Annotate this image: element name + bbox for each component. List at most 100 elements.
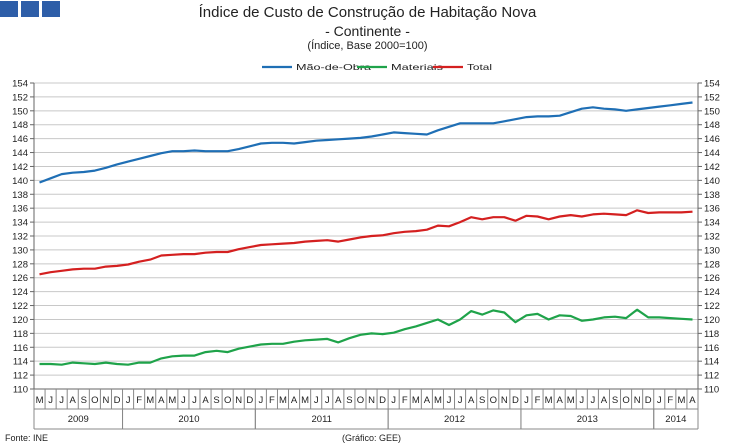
y-tick-label: 150 — [12, 106, 28, 117]
x-tick-label: A — [291, 395, 298, 406]
y-tick-label: 110 — [13, 385, 28, 396]
logo-block — [0, 1, 18, 17]
x-tick-label: F — [269, 395, 275, 406]
y-tick-label: 130 — [12, 245, 28, 256]
y-tick-label-right: 114 — [704, 357, 719, 368]
year-label: 2009 — [68, 414, 89, 425]
y-tick-label: 112 — [13, 371, 28, 382]
y-tick-label: 138 — [12, 190, 28, 201]
year-label: 2014 — [665, 414, 686, 425]
y-tick-label-right: 140 — [704, 176, 720, 187]
y-tick-label-right: 128 — [704, 259, 720, 270]
x-tick-label: A — [424, 395, 431, 406]
x-tick-label: M — [146, 395, 154, 406]
y-tick-label-right: 148 — [704, 120, 720, 131]
x-tick-label: J — [181, 395, 186, 406]
graph-credit: (Gráfico: GEE) — [342, 433, 402, 443]
x-tick-label: M — [168, 395, 176, 406]
legend-label: Materiais — [391, 62, 443, 72]
x-tick-label: O — [490, 395, 497, 406]
x-tick-label: J — [325, 395, 330, 406]
x-tick-label: A — [556, 395, 563, 406]
x-tick-label: J — [590, 395, 595, 406]
logo — [0, 1, 60, 17]
y-tick-label: 136 — [12, 204, 28, 215]
x-tick-label: O — [224, 395, 231, 406]
x-tick-label: J — [391, 395, 396, 406]
x-tick-label: A — [335, 395, 342, 406]
y-tick-label: 140 — [12, 176, 28, 187]
y-tick-label-right: 116 — [704, 343, 719, 354]
year-label: 2013 — [577, 414, 598, 425]
x-tick-label: F — [402, 395, 408, 406]
y-tick-label-right: 112 — [704, 371, 719, 382]
series-line — [39, 101, 693, 184]
x-tick-label: O — [622, 395, 629, 406]
x-tick-label: J — [258, 395, 263, 406]
x-tick-label: M — [36, 395, 44, 406]
x-tick-label: J — [314, 395, 319, 406]
x-tick-label: F — [136, 395, 142, 406]
x-tick-label: S — [81, 395, 87, 406]
x-tick-label: D — [114, 395, 121, 406]
y-tick-label: 114 — [13, 357, 28, 368]
y-tick-label: 152 — [12, 92, 28, 103]
chart-title: Índice de Custo de Construção de Habitaç… — [198, 4, 537, 21]
chart-subtitle: - Continente - — [325, 23, 410, 39]
x-tick-label: D — [246, 395, 253, 406]
y-tick-label-right: 118 — [704, 329, 719, 340]
y-tick-label-right: 110 — [704, 385, 719, 396]
x-tick-label: J — [458, 395, 463, 406]
x-tick-label: D — [512, 395, 519, 406]
series-line — [39, 308, 693, 366]
y-tick-label-right: 136 — [704, 204, 720, 215]
y-tick-label-right: 126 — [704, 273, 720, 284]
x-tick-label: F — [535, 395, 541, 406]
y-tick-label-right: 146 — [704, 134, 720, 145]
x-tick-label: A — [158, 395, 165, 406]
x-tick-label: J — [126, 395, 131, 406]
x-tick-label: J — [657, 395, 662, 406]
x-tick-label: J — [579, 395, 584, 406]
logo-block — [21, 1, 39, 17]
y-tick-label: 146 — [12, 134, 28, 145]
y-tick-label-right: 152 — [704, 92, 720, 103]
x-tick-label: M — [279, 395, 287, 406]
y-tick-label: 128 — [12, 259, 28, 270]
y-tick-label-right: 130 — [704, 245, 720, 256]
x-tick-label: J — [48, 395, 53, 406]
y-tick-label-right: 144 — [704, 148, 720, 159]
y-tick-label-right: 132 — [704, 232, 720, 243]
x-tick-label: N — [102, 395, 109, 406]
y-tick-label-right: 142 — [704, 162, 720, 173]
logo-block — [42, 1, 60, 17]
year-label: 2010 — [178, 414, 199, 425]
source-note: Fonte: INE — [5, 433, 49, 443]
x-tick-label: S — [213, 395, 219, 406]
y-tick-label-right: 154 — [704, 79, 720, 90]
x-tick-label: A — [689, 395, 696, 406]
x-tick-label: M — [567, 395, 575, 406]
y-tick-label: 116 — [13, 343, 28, 354]
x-tick-label: J — [447, 395, 452, 406]
y-tick-label: 126 — [12, 273, 28, 284]
x-tick-label: O — [91, 395, 98, 406]
x-tick-label: S — [612, 395, 618, 406]
legend-label: Total — [467, 62, 492, 72]
y-tick-label: 118 — [13, 329, 28, 340]
x-tick-label: J — [192, 395, 197, 406]
x-tick-label: D — [645, 395, 652, 406]
chart-note: (Índice, Base 2000=100) — [307, 40, 428, 52]
y-tick-label-right: 138 — [704, 190, 720, 201]
x-tick-label: M — [545, 395, 553, 406]
x-tick-label: A — [202, 395, 209, 406]
x-tick-label: N — [634, 395, 641, 406]
y-tick-label: 122 — [12, 301, 28, 312]
x-tick-label: M — [677, 395, 685, 406]
x-tick-label: O — [357, 395, 364, 406]
y-tick-label-right: 120 — [704, 315, 720, 326]
x-tick-label: A — [70, 395, 77, 406]
x-tick-label: N — [235, 395, 242, 406]
x-tick-label: S — [346, 395, 352, 406]
